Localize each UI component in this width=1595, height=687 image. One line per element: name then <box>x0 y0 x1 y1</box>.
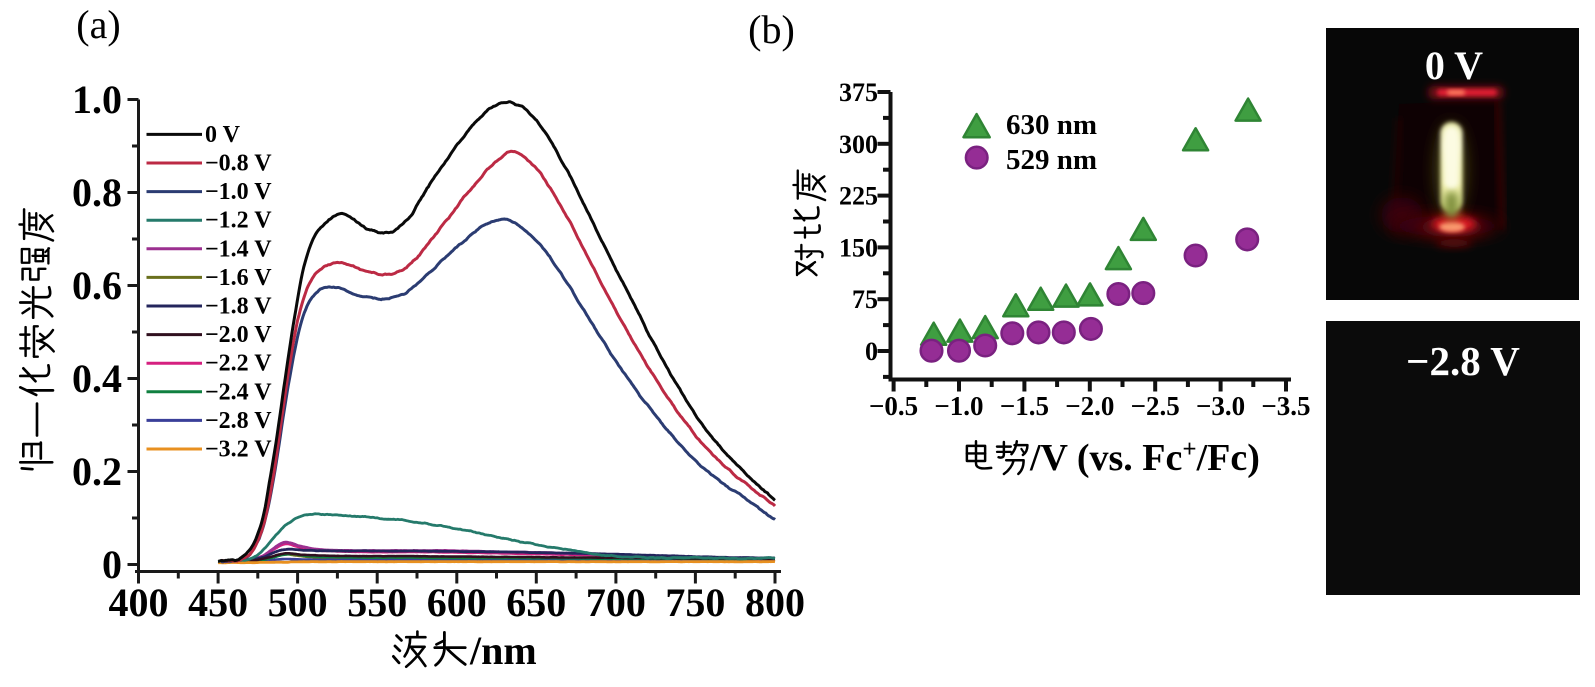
svg-text:−2.8 V: −2.8 V <box>205 408 272 434</box>
svg-text:0 V: 0 V <box>205 122 241 148</box>
svg-text:630 nm: 630 nm <box>1006 109 1097 141</box>
svg-text:−0.8 V: −0.8 V <box>205 151 272 177</box>
svg-text:−0.5: −0.5 <box>869 391 918 421</box>
svg-text:150: 150 <box>839 233 878 262</box>
svg-text:/nm: /nm <box>469 628 537 673</box>
svg-text:−1.0: −1.0 <box>934 391 983 421</box>
svg-text:529 nm: 529 nm <box>1006 144 1097 176</box>
svg-text:−1.0 V: −1.0 V <box>205 179 272 205</box>
svg-text:75: 75 <box>852 285 878 314</box>
svg-text:0: 0 <box>102 542 122 587</box>
svg-text:(a): (a) <box>76 2 120 47</box>
svg-text:−1.8 V: −1.8 V <box>205 294 272 320</box>
svg-text:0 V: 0 V <box>1425 43 1483 88</box>
svg-text:800: 800 <box>745 580 805 625</box>
svg-text:550: 550 <box>347 580 407 625</box>
svg-text:−3.2 V: −3.2 V <box>205 437 272 463</box>
svg-text:400: 400 <box>109 580 169 625</box>
svg-text:−1.2 V: −1.2 V <box>205 208 272 234</box>
svg-text:−1.5: −1.5 <box>1000 391 1049 421</box>
svg-text:−3.5: −3.5 <box>1261 391 1310 421</box>
svg-text:0: 0 <box>865 337 878 366</box>
svg-text:−2.0 V: −2.0 V <box>205 322 272 348</box>
svg-text:−2.0: −2.0 <box>1065 391 1114 421</box>
svg-text:−1.6 V: −1.6 V <box>205 265 272 291</box>
svg-text:450: 450 <box>188 580 248 625</box>
svg-text:/V (vs. Fc+/Fc): /V (vs. Fc+/Fc) <box>1029 436 1260 479</box>
svg-text:−2.5: −2.5 <box>1131 391 1180 421</box>
svg-text:750: 750 <box>665 580 725 625</box>
svg-text:0.4: 0.4 <box>72 356 122 401</box>
svg-text:1.0: 1.0 <box>72 77 122 122</box>
svg-text:−1.4 V: −1.4 V <box>205 236 272 262</box>
svg-text:600: 600 <box>427 580 487 625</box>
svg-text:0.2: 0.2 <box>72 449 122 494</box>
svg-text:0.8: 0.8 <box>72 170 122 215</box>
svg-text:0.6: 0.6 <box>72 263 122 308</box>
svg-text:225: 225 <box>839 182 878 211</box>
svg-text:−3.0: −3.0 <box>1196 391 1245 421</box>
svg-text:375: 375 <box>839 78 878 107</box>
svg-text:−2.2 V: −2.2 V <box>205 351 272 377</box>
svg-text:300: 300 <box>839 130 878 159</box>
svg-text:(b): (b) <box>748 7 795 52</box>
svg-text:700: 700 <box>586 580 646 625</box>
svg-text:650: 650 <box>506 580 566 625</box>
svg-text:−2.4 V: −2.4 V <box>205 379 272 405</box>
svg-text:500: 500 <box>268 580 328 625</box>
svg-text:−2.8 V: −2.8 V <box>1406 338 1520 384</box>
